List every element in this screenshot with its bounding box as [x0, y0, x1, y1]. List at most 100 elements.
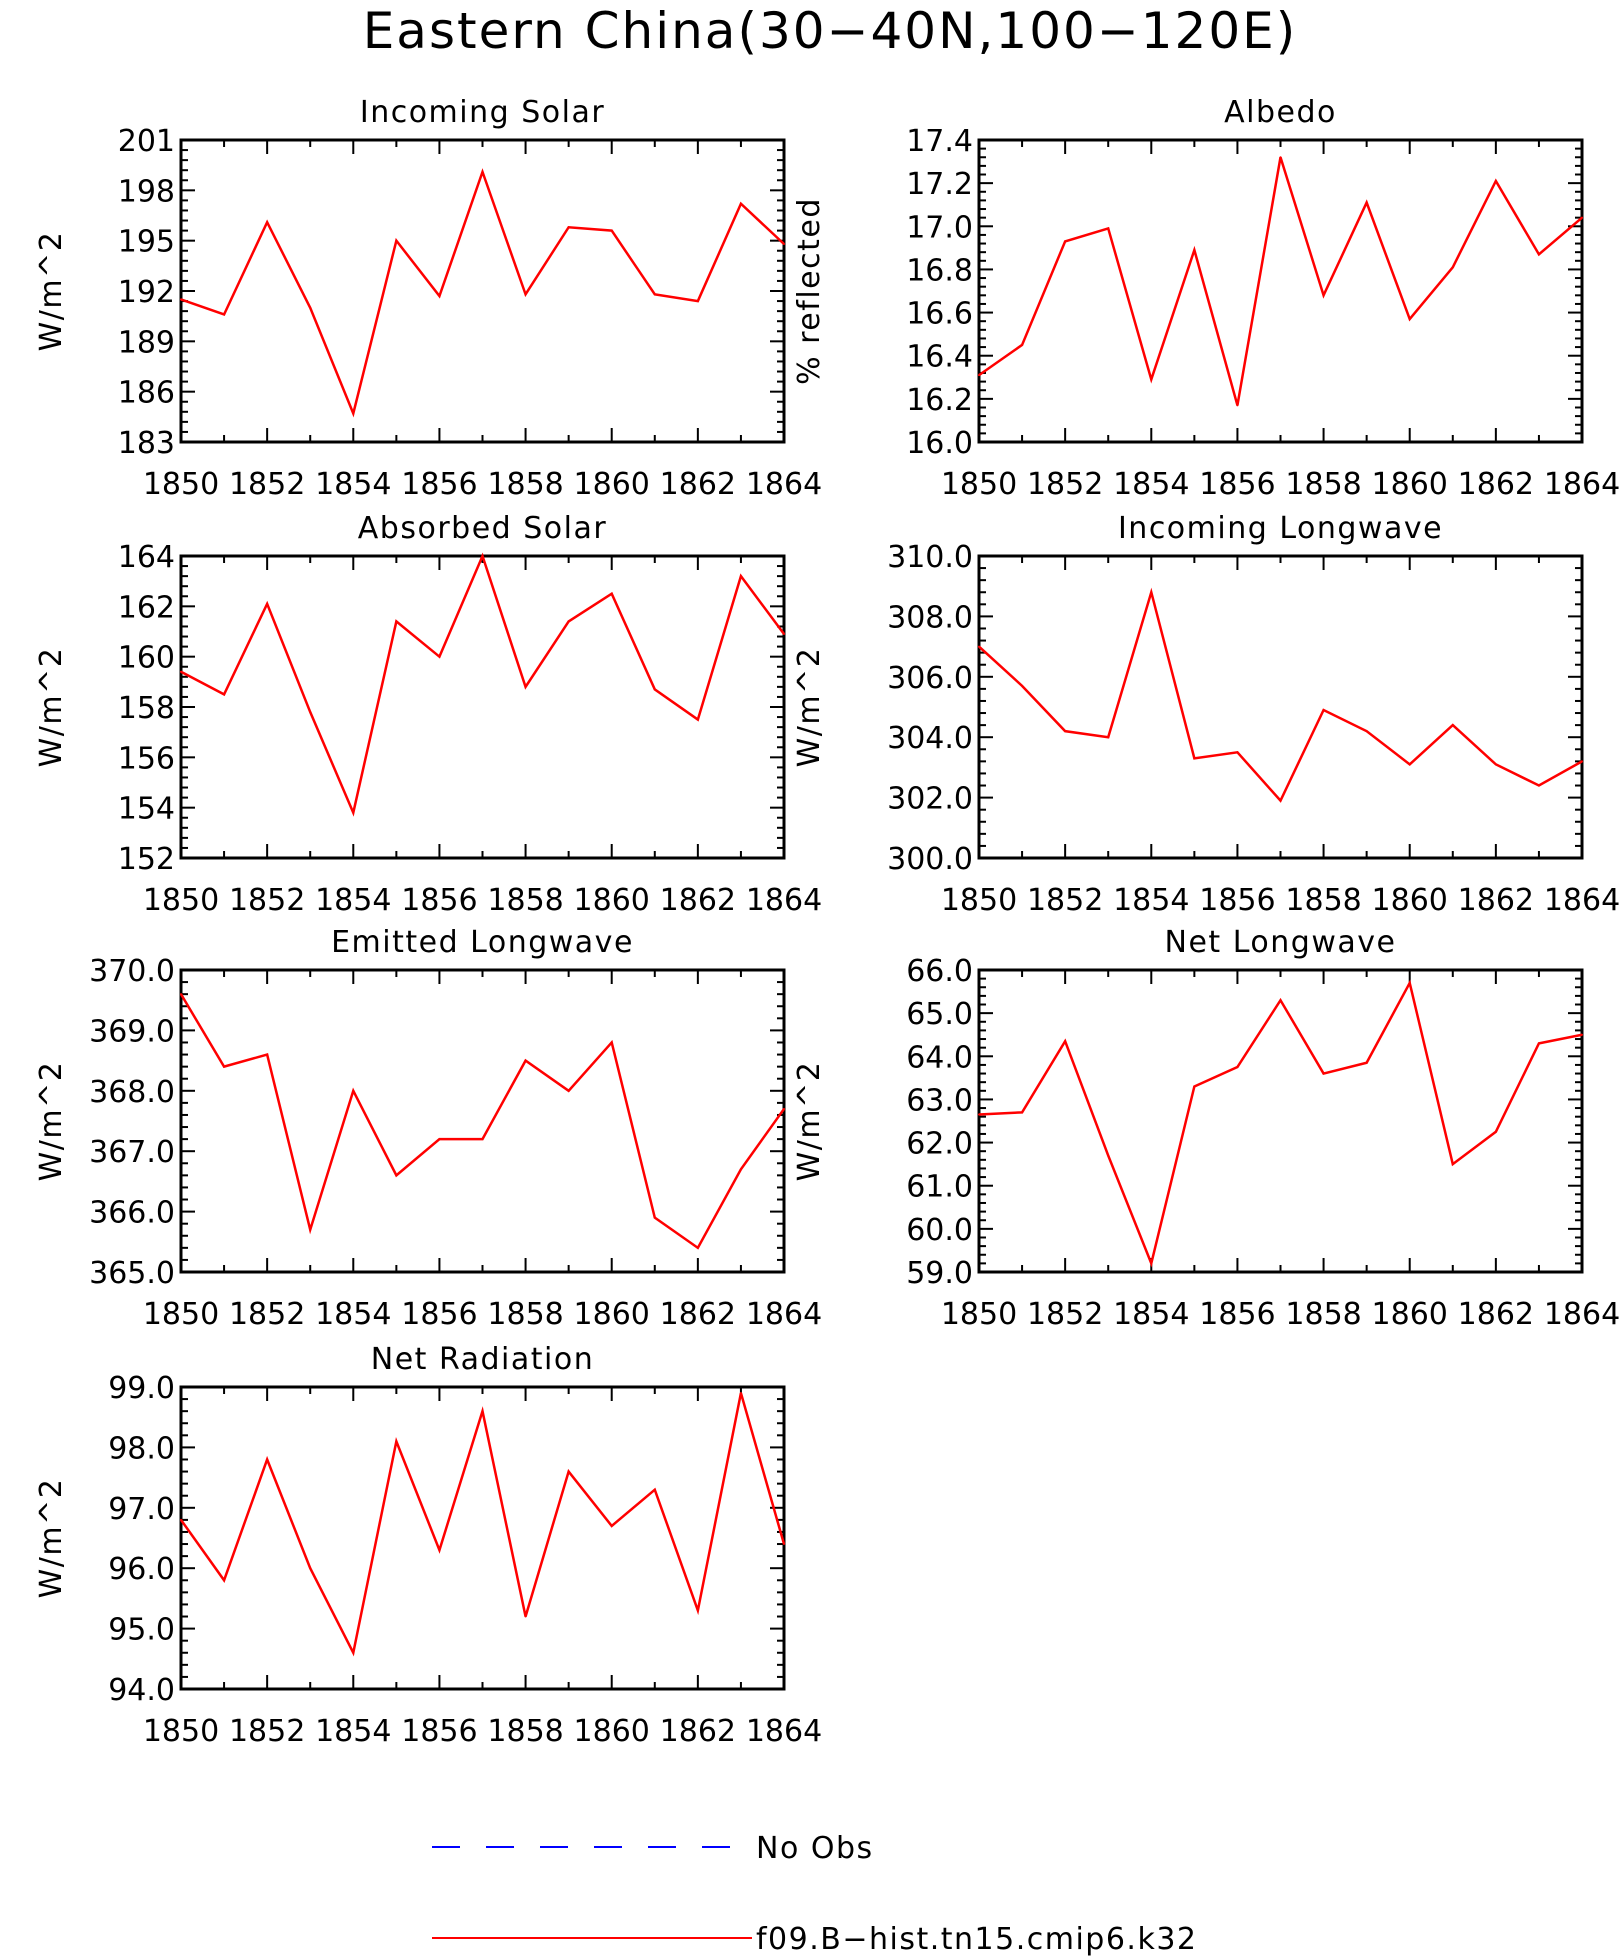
- x-tick-label: 1864: [1544, 1297, 1619, 1332]
- x-tick-label: 1858: [1285, 1297, 1361, 1332]
- y-tick-label: 162: [118, 590, 175, 625]
- y-tick-label: 366.0: [89, 1196, 175, 1231]
- data-point: [395, 620, 398, 623]
- x-tick-label: 1856: [1199, 1297, 1275, 1332]
- x-tick-label: 1858: [1285, 467, 1361, 502]
- data-point: [180, 298, 182, 301]
- y-tick-label: 152: [118, 842, 175, 877]
- data-point: [1408, 318, 1411, 321]
- y-tick-label: 16.8: [906, 253, 973, 288]
- plot-frame: [179, 1385, 786, 1691]
- data-point: [223, 313, 226, 316]
- legend-label-no-obs: No Obs: [756, 1831, 874, 1866]
- legend-label-model: f09.B−hist.tn15.cmip6.k32: [756, 1922, 1198, 1956]
- x-tick-label: 1862: [660, 467, 736, 502]
- data-point: [696, 718, 699, 721]
- data-point: [524, 1059, 527, 1062]
- data-point: [978, 374, 980, 377]
- y-tick-label: 189: [118, 325, 175, 360]
- data-point: [1193, 757, 1196, 760]
- y-tick-label: 186: [118, 376, 175, 411]
- y-tick-label: 306.0: [887, 661, 973, 696]
- data-point: [266, 221, 269, 224]
- data-point: [1494, 179, 1497, 182]
- x-tick-label: 1860: [574, 467, 650, 502]
- data-point: [1537, 253, 1540, 256]
- y-tick-label: 308.0: [887, 600, 973, 635]
- x-tick-label: 1852: [229, 1714, 305, 1749]
- data-point: [481, 170, 484, 173]
- x-tick-label: 1860: [1372, 883, 1448, 918]
- data-point: [1537, 784, 1540, 787]
- data-point: [438, 655, 441, 658]
- data-point: [653, 1216, 656, 1219]
- y-tick-label: 164: [118, 540, 175, 575]
- y-tick-label: 64.0: [906, 1040, 973, 1075]
- data-point: [1236, 1066, 1239, 1069]
- data-point: [1451, 266, 1454, 269]
- x-tick-label: 1856: [401, 1297, 477, 1332]
- x-tick-label: 1852: [229, 1297, 305, 1332]
- data-point: [739, 202, 742, 205]
- plot-frame: [179, 554, 786, 860]
- y-tick-label: 304.0: [887, 721, 973, 756]
- data-point: [1236, 404, 1239, 407]
- x-tick-label: 1854: [315, 883, 391, 918]
- chart-panel-0: Incoming Solar 1850 1852 1854 1856 1858 1860 18…: [34, 95, 822, 502]
- series-line: [179, 1392, 786, 1657]
- y-axis-label: W/m^2: [792, 1061, 827, 1182]
- data-point: [1064, 1040, 1067, 1043]
- x-tick-label: 1860: [574, 883, 650, 918]
- y-tick-label: 59.0: [906, 1256, 973, 1291]
- data-point: [438, 295, 441, 298]
- y-tick-label: 160: [118, 641, 175, 676]
- y-tick-label: 66.0: [906, 954, 973, 989]
- y-tick-label: 17.2: [906, 167, 973, 202]
- data-point: [1107, 1154, 1110, 1157]
- y-tick-label: 94.0: [108, 1673, 175, 1708]
- data-point: [1279, 799, 1282, 802]
- x-tick-label: 1850: [941, 467, 1017, 502]
- chart-title: Emitted Longwave: [331, 925, 634, 960]
- data-point: [266, 602, 269, 605]
- chart-title: Net Longwave: [1165, 925, 1397, 960]
- data-point: [696, 1246, 699, 1249]
- series-line: [179, 993, 786, 1250]
- data-point: [610, 1524, 613, 1527]
- data-point: [1537, 1042, 1540, 1045]
- data-point: [180, 993, 182, 996]
- x-tick-label: 1854: [315, 1297, 391, 1332]
- legend: No Obs f09.B−hist.tn15.cmip6.k32: [432, 1831, 1198, 1956]
- data-point: [1279, 156, 1282, 159]
- data-point: [567, 1089, 570, 1092]
- y-tick-label: 198: [118, 174, 175, 209]
- y-axis-label: W/m^2: [34, 1478, 69, 1599]
- data-point: [266, 1053, 269, 1056]
- x-tick-label: 1864: [746, 1297, 822, 1332]
- data-point: [696, 300, 699, 303]
- data-point: [1021, 343, 1024, 346]
- data-point: [1064, 240, 1067, 243]
- chart-panel-3: Incoming Longwave 1850 1852 1854 1856 1858 186…: [792, 511, 1619, 918]
- data-point: [1365, 730, 1368, 733]
- data-point: [610, 229, 613, 232]
- x-tick-label: 1856: [401, 467, 477, 502]
- plot-frame: [179, 138, 786, 444]
- data-point: [1322, 294, 1325, 297]
- data-point: [1150, 378, 1153, 381]
- y-tick-label: 195: [118, 225, 175, 260]
- data-point: [1150, 1262, 1153, 1265]
- data-point: [1451, 1163, 1454, 1166]
- x-tick-label: 1864: [746, 1714, 822, 1749]
- x-tick-label: 1852: [1027, 467, 1103, 502]
- data-point: [352, 412, 355, 415]
- y-axis-label: W/m^2: [34, 1061, 69, 1182]
- data-point: [481, 555, 484, 557]
- data-point: [567, 620, 570, 623]
- plot-frame: [977, 968, 1584, 1274]
- y-axis-label: W/m^2: [792, 647, 827, 768]
- x-tick-label: 1860: [1372, 467, 1448, 502]
- data-point: [438, 1549, 441, 1552]
- data-point: [653, 688, 656, 691]
- data-point: [739, 1168, 742, 1171]
